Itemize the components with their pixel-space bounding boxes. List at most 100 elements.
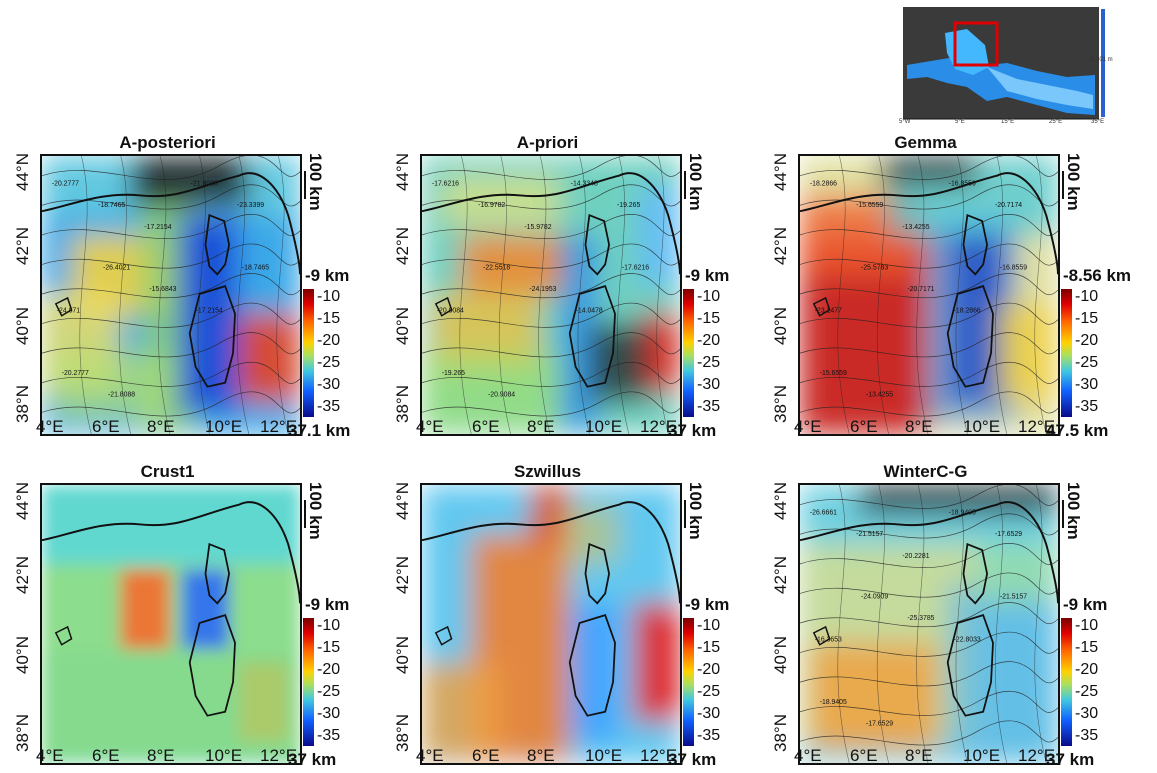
colorbar-tick: -10 (697, 288, 721, 305)
moho-depth-map (40, 483, 302, 765)
colorbar-tick: -35 (697, 727, 721, 744)
panel-title: A-posteriori (119, 133, 216, 152)
contour-label: -14.3348 (571, 181, 598, 188)
contour-label: -18.2866 (810, 181, 837, 188)
lat-label: 38°N (771, 385, 790, 423)
lon-label: 12°E (640, 417, 678, 436)
lat-label: 44°N (393, 482, 412, 520)
inset-tick-3: 15°E (1001, 119, 1015, 125)
colorbar-tick: -15 (317, 310, 341, 327)
lat-label: 38°N (393, 385, 412, 423)
colorbar-tick: -35 (1075, 727, 1099, 744)
lat-label: 42°N (13, 556, 32, 594)
lat-label: 38°N (393, 714, 412, 752)
moho-depth-map: -26.6661 -21.5157 -20.2281 -18.9405 -17.6529… (798, 483, 1060, 765)
colorbar-tick: -25 (317, 683, 341, 700)
colorbar-tick: -20 (317, 332, 341, 349)
colorbar-tick: -35 (317, 727, 341, 744)
contour-label: -26.4021 (103, 264, 130, 271)
colorbar-tick: -30 (1075, 705, 1099, 722)
field-blob (42, 652, 300, 762)
lon-label: 4°E (794, 746, 822, 765)
lat-label: 40°N (13, 636, 32, 674)
colorbar-tick: -30 (697, 705, 721, 722)
contour-label: -21.8088 (191, 181, 218, 188)
contour-label: -24.1953 (529, 286, 556, 293)
colorbar-tick: -15 (697, 639, 721, 656)
map-field-svg: -26.6661 -21.5157 -20.2281 -18.9405 -17.6529… (800, 485, 1058, 763)
field-blob (461, 234, 570, 295)
colorbar (1061, 618, 1072, 746)
lon-label: 4°E (36, 746, 64, 765)
lon-label: 8°E (147, 746, 175, 765)
lon-label: 4°E (794, 417, 822, 436)
lon-label: 12°E (260, 746, 298, 765)
colorbar-tick: -20 (697, 332, 721, 349)
colorbar-tick: -10 (1075, 288, 1099, 305)
contour-label: -15.6843 (149, 286, 176, 293)
lat-label: 42°N (13, 227, 32, 265)
colorbar (303, 289, 314, 417)
contour-label: -20.9084 (488, 392, 515, 399)
contour-label: -21.5157 (856, 531, 883, 538)
lon-label: 12°E (640, 746, 678, 765)
colorbar-tick: -30 (1075, 376, 1099, 393)
moho-depth-map: -20.2777 -18.7465 -17.2154 -21.8088 -23.3399… (40, 154, 302, 436)
scale-label: 100 km (686, 482, 705, 540)
moho-depth-map: -17.6216 -16.9782 -15.9782 -14.3348 -19.265 -… (420, 154, 682, 436)
contour-label: -26.6661 (810, 510, 837, 517)
colorbar-tick: -25 (697, 354, 721, 371)
lat-label: 40°N (13, 307, 32, 345)
lon-label: 8°E (147, 417, 175, 436)
lat-label: 42°N (771, 227, 790, 265)
inset-tick-5: 35°E (1091, 119, 1105, 125)
map-panel-crust: Crust1 44°N 42°N 40°N 38°N 4°E 6°E 8°E 10°E 12°E 1… (5, 462, 380, 769)
map-field-svg (422, 485, 680, 763)
contour-label: -19.265 (442, 370, 465, 377)
inset-mediterranean-svg (903, 7, 1105, 120)
colorbar-bottom-label: 37 km (668, 750, 717, 769)
contour-label: -17.6216 (432, 181, 459, 188)
lon-label: 6°E (850, 417, 878, 436)
field-blob (809, 642, 938, 752)
contour-label: -22.5518 (483, 264, 510, 271)
map-field-svg (42, 485, 300, 763)
lon-label: 10°E (963, 746, 1001, 765)
colorbar-top-label: -8.56 km (1063, 266, 1132, 285)
colorbar-top-label: -9 km (305, 595, 350, 614)
colorbar-top-label: -9 km (305, 266, 350, 285)
lon-label: 6°E (472, 746, 500, 765)
colorbar-tick: -10 (317, 617, 341, 634)
scale-label: 100 km (1064, 153, 1083, 211)
colorbar (1061, 289, 1072, 417)
contour-label: -13.4255 (902, 224, 929, 231)
colorbar-bottom-label: 37.1 km (288, 421, 351, 440)
contour-label: -17.2154 (144, 224, 171, 231)
colorbar-tick: -25 (1075, 354, 1099, 371)
contour-label: -18.2866 (954, 308, 981, 315)
field-blob (51, 353, 171, 423)
field-blob (120, 569, 171, 649)
contour-label: -24.0909 (861, 593, 888, 600)
colorbar (683, 618, 694, 746)
field-blob (559, 504, 619, 564)
colorbar-tick: -25 (317, 354, 341, 371)
lon-label: 4°E (416, 746, 444, 765)
lon-label: 12°E (260, 417, 298, 436)
lat-label: 44°N (771, 482, 790, 520)
field-blob (996, 303, 1058, 403)
inset-sea-east (987, 67, 1093, 109)
map-panel-post: A-posteriori -20.2777 -18.7465 -17.2154 -21.… (5, 133, 380, 440)
scale-label: 100 km (1064, 482, 1083, 540)
panel-title: WinterC-G (883, 462, 968, 481)
colorbar-tick: -35 (1075, 398, 1099, 415)
colorbar-tick: -15 (1075, 639, 1099, 656)
colorbar-top-label: -9 km (685, 595, 730, 614)
contour-label: -22.8033 (954, 637, 981, 644)
lon-label: 8°E (905, 746, 933, 765)
contour-label: -17.6529 (866, 721, 893, 728)
colorbar-tick: -15 (317, 639, 341, 656)
scale-bar (684, 500, 686, 528)
lon-label: 8°E (905, 417, 933, 436)
inset-colorbar (1101, 9, 1105, 117)
